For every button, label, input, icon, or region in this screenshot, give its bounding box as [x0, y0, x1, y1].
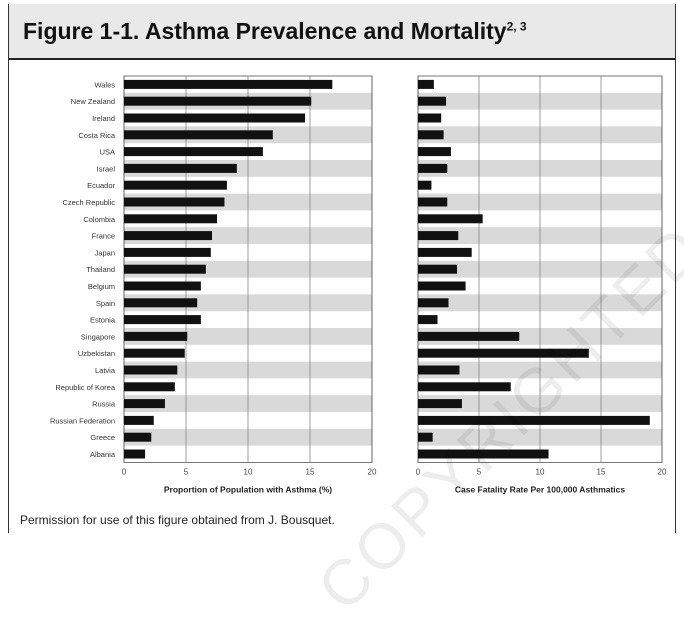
- mortality-bar: [418, 147, 451, 157]
- mortality-bar: [418, 197, 448, 207]
- x-tick-label: 0: [416, 467, 421, 476]
- mortality-bar: [418, 163, 448, 173]
- chart-canvas: Wales New Zealand Ireland Costa Rica USA Isra…: [50, 75, 667, 494]
- category-label: Japan: [95, 248, 115, 257]
- category-label: Estonia: [90, 316, 116, 325]
- prevalence-chart: Wales New Zealand Ireland Costa Rica USA Isra…: [50, 75, 377, 494]
- mortality-bar: [418, 432, 433, 442]
- figure-title-text: Figure 1-1. Asthma Prevalence and Mortal…: [23, 18, 507, 44]
- mortality-bar: [418, 130, 444, 140]
- category-label: New Zealand: [71, 97, 115, 106]
- mortality-bar: [418, 264, 458, 274]
- mortality-chart: 0 5 10 15 20 Case Fatality Rate Per 100,000 A…: [416, 75, 667, 494]
- prevalence-bar: [124, 415, 154, 425]
- prevalence-bar: [124, 247, 211, 257]
- category-label: USA: [100, 148, 115, 157]
- mortality-bar: [418, 214, 483, 224]
- category-label: France: [92, 232, 115, 241]
- prevalence-bar: [124, 365, 178, 375]
- category-label: Thailand: [86, 265, 115, 274]
- mortality-bar: [418, 180, 432, 190]
- prevalence-bar: [124, 331, 188, 341]
- x-tick-label: 5: [477, 467, 482, 476]
- category-label: Ireland: [92, 114, 115, 123]
- x-tick-label: 10: [536, 467, 545, 476]
- mortality-bar: [418, 79, 434, 89]
- figure-title-bar: Figure 1-1. Asthma Prevalence and Mortal…: [9, 4, 675, 60]
- prevalence-bar: [124, 96, 312, 106]
- x-tick-label: 20: [368, 467, 377, 476]
- category-label: Republic of Korea: [55, 383, 115, 392]
- prevalence-bar: [124, 130, 273, 140]
- mortality-bar: [418, 365, 460, 375]
- prevalence-bar: [124, 432, 152, 442]
- prevalence-bar: [124, 298, 198, 308]
- category-label: Latvia: [95, 366, 116, 375]
- prevalence-bar: [124, 348, 185, 358]
- figure-title: Figure 1-1. Asthma Prevalence and Mortal…: [23, 18, 527, 45]
- category-label: Wales: [94, 80, 115, 89]
- mortality-bar: [418, 449, 549, 459]
- mortality-bar: [418, 231, 459, 241]
- category-label: Uzbekistan: [78, 349, 115, 358]
- figure-title-refs: 2, 3: [506, 19, 527, 34]
- prevalence-bar: [124, 399, 165, 409]
- category-label: Ecuador: [87, 181, 115, 190]
- x-tick-label: 20: [658, 467, 667, 476]
- category-label: Czech Republic: [62, 198, 115, 207]
- prevalence-bar: [124, 449, 146, 459]
- category-label: Spain: [96, 299, 115, 308]
- prevalence-bar: [124, 197, 225, 207]
- mortality-bar: [418, 96, 447, 106]
- x-tick-label: 10: [244, 467, 253, 476]
- prevalence-bar: [124, 180, 227, 190]
- mortality-bar: [418, 415, 650, 425]
- mortality-bar: [418, 113, 442, 123]
- category-label: Russia: [92, 400, 116, 409]
- mortality-bar: [418, 399, 462, 409]
- prevalence-bar: [124, 214, 217, 224]
- prevalence-bar: [124, 113, 306, 123]
- x-tick-label: 5: [184, 467, 189, 476]
- prevalence-bar: [124, 382, 175, 392]
- category-label: Belgium: [88, 282, 115, 291]
- x-axis-label: Proportion of Population with Asthma (%): [164, 484, 332, 494]
- prevalence-bar: [124, 281, 201, 291]
- category-label: Costa Rica: [78, 131, 116, 140]
- x-tick-label: 0: [122, 467, 127, 476]
- prevalence-bar: [124, 147, 263, 157]
- prevalence-bar: [124, 79, 333, 89]
- mortality-bar: [418, 281, 466, 291]
- category-label: Israel: [97, 164, 116, 173]
- category-label: Albania: [90, 450, 116, 459]
- category-label: Singapore: [81, 332, 115, 341]
- mortality-bar: [418, 331, 520, 341]
- x-tick-label: 15: [597, 467, 606, 476]
- mortality-bar: [418, 348, 589, 358]
- x-tick-label: 15: [306, 467, 315, 476]
- mortality-bar: [418, 247, 472, 257]
- prevalence-bar: [124, 163, 237, 173]
- mortality-bar: [418, 298, 449, 308]
- category-label: Greece: [90, 433, 115, 442]
- figure-caption: Permission for use of this figure obtain…: [20, 513, 335, 527]
- figure-frame: [8, 4, 676, 533]
- x-axis-label: Case Fatality Rate Per 100,000 Asthmatic…: [455, 484, 626, 494]
- mortality-bar: [418, 382, 511, 392]
- prevalence-bar: [124, 315, 201, 325]
- category-label: Russian Federation: [50, 416, 115, 425]
- category-label: Colombia: [83, 215, 116, 224]
- prevalence-bar: [124, 231, 213, 241]
- prevalence-bar: [124, 264, 206, 274]
- mortality-bar: [418, 315, 438, 325]
